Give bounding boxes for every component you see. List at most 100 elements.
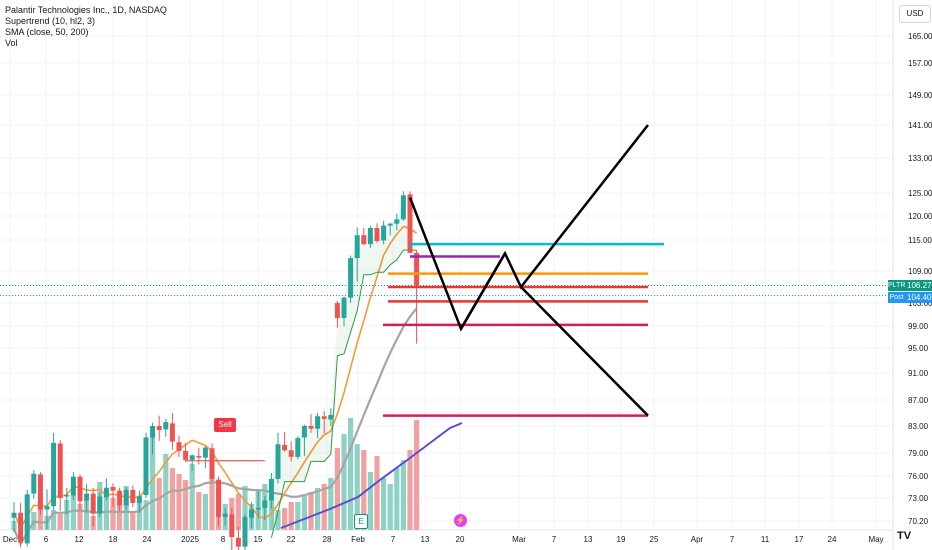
candle-body [84, 493, 90, 501]
volume-bar [275, 510, 281, 530]
volume-bar [51, 510, 57, 530]
candle-body [348, 258, 354, 298]
candle-body [301, 426, 307, 438]
x-tick-label: 25 [650, 535, 659, 544]
candle-body [189, 455, 195, 460]
candle-body [90, 493, 96, 514]
candle-body [222, 513, 228, 517]
x-tick-label: 28 [323, 535, 332, 544]
x-tick-label: 12 [75, 535, 84, 544]
currency-button[interactable]: USD [899, 5, 931, 23]
candle-body [44, 506, 50, 510]
volume-bar [235, 494, 241, 530]
candle-body [31, 473, 37, 494]
volume-bar [189, 464, 195, 530]
candle-body [328, 414, 334, 420]
candle-body [70, 476, 76, 496]
supertrend-sell-badge: Sell [214, 418, 236, 432]
x-tick-label: 2025 [181, 535, 199, 544]
candle-body [77, 476, 83, 502]
candle-body [255, 507, 261, 510]
candle-body [202, 447, 208, 458]
volume-bar [381, 478, 387, 530]
volume-bar [361, 450, 367, 530]
volume-bar [77, 504, 83, 530]
y-tick-label: 120.00 [908, 212, 932, 221]
candle-body [262, 500, 268, 508]
lightning-icon[interactable]: ⚡ [454, 514, 467, 527]
candle-body [394, 219, 400, 224]
supertrend-up-fill [271, 195, 417, 538]
y-tick-label: 83.00 [908, 422, 929, 431]
volume-bar [407, 450, 413, 530]
candle-body [249, 509, 255, 518]
volume-bar [156, 478, 162, 530]
volume-bar [282, 508, 288, 530]
x-tick-label: Mar [512, 535, 526, 544]
y-tick-label: 103.00 [908, 299, 932, 308]
volume-bar [176, 474, 182, 530]
candle-body [143, 437, 149, 496]
x-tick-label: Feb [351, 535, 365, 544]
volume-bar [84, 500, 90, 530]
volume-bar [354, 444, 360, 530]
candle-body [156, 426, 162, 431]
candle-body [18, 512, 24, 543]
x-tick-label: 24 [828, 535, 837, 544]
y-tick-label: 149.00 [908, 91, 932, 100]
volume-bar [301, 496, 307, 530]
symbol-title[interactable]: Palantir Technologies Inc., 1D, NASDAQ [5, 5, 167, 15]
blue-trend-line [280, 422, 463, 529]
y-tick-label: 87.00 [908, 396, 929, 405]
volume-bar [348, 418, 354, 530]
candle-body [282, 444, 288, 451]
y-tick-label: 95.00 [908, 344, 929, 353]
x-tick-label: 13 [421, 535, 430, 544]
symbol-badge: PLTR [888, 280, 906, 291]
x-tick-label: 6 [44, 535, 49, 544]
y-tick-label: 115.00 [908, 236, 932, 245]
candle-body [354, 235, 360, 259]
candle-body [361, 235, 367, 245]
black-pattern-leg [459, 252, 507, 330]
volume-bar [387, 484, 393, 530]
volume-bar [414, 420, 420, 530]
y-tick-label: 70.20 [908, 517, 929, 526]
x-tick-label: 17 [795, 535, 804, 544]
candle-body [57, 443, 63, 498]
y-tick-label: 109.00 [908, 267, 932, 276]
candle-body [315, 416, 321, 429]
volume-bar [57, 514, 63, 530]
volume-bar [334, 448, 340, 530]
post-badge: Post [888, 292, 905, 303]
tradingview-logo[interactable]: TV [896, 530, 912, 542]
candle-body [216, 479, 222, 517]
candle-body [334, 303, 340, 318]
volume-bar [400, 460, 406, 530]
x-tick-label: 22 [287, 535, 296, 544]
volume-bar [308, 492, 314, 530]
chart-legend: Palantir Technologies Inc., 1D, NASDAQ S… [5, 5, 167, 49]
volume-bar [103, 496, 109, 530]
volume-bar [150, 434, 156, 530]
candle-body [196, 456, 202, 458]
candle-body [275, 444, 281, 479]
sma-legend[interactable]: SMA (close, 50, 200) [5, 27, 89, 37]
candle-body [288, 450, 294, 457]
candle-body [117, 490, 123, 506]
sma-200-line [12, 307, 418, 547]
candle-body [136, 495, 142, 503]
volume-legend[interactable]: Vol [5, 38, 18, 48]
earnings-badge[interactable]: E [354, 514, 368, 529]
volume-bar [315, 488, 321, 530]
candle-body [387, 223, 393, 226]
candle-body [169, 423, 175, 442]
candle-body [341, 297, 347, 318]
supertrend-legend[interactable]: Supertrend (10, hl2, 3) [5, 16, 96, 26]
volume-bar [295, 502, 301, 530]
post-price-tag: 104.40 [905, 292, 932, 303]
candle-body [176, 442, 182, 451]
